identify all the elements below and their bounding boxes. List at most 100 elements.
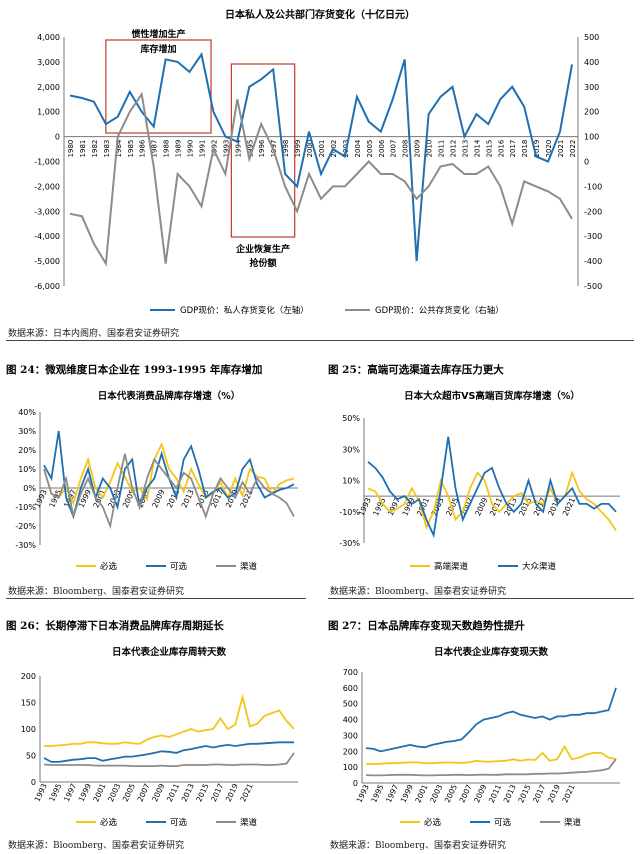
x-tick-label: 2016: [497, 139, 505, 157]
series-line-2: [43, 741, 294, 763]
x-tick-label: 2003: [428, 783, 444, 804]
source-note-3: 数据来源：Bloomberg、国泰君安证券研究: [330, 587, 507, 597]
x-tick-label: 1993: [355, 783, 371, 804]
y-tick-left: -1,000: [34, 158, 60, 167]
x-tick-label: 2019: [224, 782, 240, 803]
x-tick-label: 1995: [246, 140, 254, 158]
legend-label: 大众渠道: [522, 561, 557, 572]
x-tick-label: 2018: [521, 140, 529, 158]
series-line-2: [69, 91, 573, 267]
y-tick-label: 100: [21, 725, 36, 734]
y-tick-label: 700: [343, 668, 358, 677]
x-tick-label: 1994: [234, 139, 242, 157]
x-tick-label: 2011: [438, 140, 446, 158]
legend-label: 必选: [424, 817, 442, 828]
x-tick-label: 2003: [106, 782, 122, 803]
x-tick-label: 2017: [209, 782, 225, 803]
x-tick-label: 1997: [62, 488, 78, 509]
x-tick-label: 1999: [400, 496, 416, 517]
x-tick-label: 1999: [294, 140, 302, 158]
series-line-1: [69, 51, 573, 262]
y-tick-right: 500: [584, 33, 599, 42]
y-tick-label: 150: [21, 699, 36, 708]
y-tick-left: -5,000: [34, 257, 60, 266]
y-tick-label: 600: [343, 684, 358, 693]
x-tick-label: 1999: [77, 488, 93, 509]
x-tick-label: 2005: [121, 488, 137, 509]
x-tick-label: 1999: [77, 782, 93, 803]
x-tick-label: 2005: [366, 140, 374, 158]
x-tick-label: 2021: [238, 782, 254, 803]
x-tick-label: 2003: [106, 488, 122, 509]
x-tick-label: 2015: [516, 783, 532, 804]
y-tick-label: 30%: [18, 427, 36, 436]
x-tick-label: 2021: [238, 488, 254, 509]
divider: [6, 598, 306, 599]
x-tick-label: 2013: [461, 140, 469, 158]
y-tick-right: 300: [584, 83, 599, 92]
x-tick-label: 2007: [136, 782, 152, 803]
y-tick-label: 50: [26, 752, 36, 761]
x-tick-label: 1986: [139, 139, 147, 157]
annotation-label: 企业恢复生产: [235, 243, 290, 255]
x-tick-label: 2009: [472, 783, 488, 804]
y-tick-label: 20%: [18, 446, 36, 455]
x-tick-label: 1993: [33, 782, 49, 803]
chart-title: 日本代表企业库存变现天数: [434, 646, 549, 658]
y-tick-label: 0: [353, 779, 358, 788]
y-tick-right: 100: [584, 133, 599, 142]
x-tick-label: 2017: [209, 488, 225, 509]
x-tick-label: 2005: [121, 782, 137, 803]
x-tick-label: 1992: [210, 140, 218, 158]
x-tick-label: 2003: [430, 496, 446, 517]
x-tick-label: 2012: [449, 140, 457, 158]
x-tick-label: 2011: [165, 488, 181, 509]
x-tick-label: 2000: [306, 140, 314, 158]
x-tick-label: 2021: [561, 496, 577, 517]
figure-24-caption: 图 24：微观维度日本企业在 1993-1995 年库存增加: [6, 364, 263, 376]
x-tick-label: 2001: [91, 488, 107, 509]
x-tick-label: 1993: [33, 488, 49, 509]
x-tick-label: 2011: [488, 496, 504, 517]
x-tick-label: 2019: [224, 488, 240, 509]
series-line-3: [43, 752, 295, 767]
x-tick-label: 2019: [546, 496, 562, 517]
y-tick-left: -4,000: [34, 232, 60, 241]
x-tick-label: 1998: [282, 140, 290, 158]
source-note-5: 数据来源：Bloomberg、国泰君安证券研究: [330, 841, 507, 851]
x-tick-label: 1997: [384, 783, 400, 804]
y-tick-right: -100: [584, 182, 602, 191]
x-tick-label: 1995: [47, 782, 63, 803]
y-tick-right: -500: [584, 282, 602, 291]
series-line-3: [43, 453, 295, 530]
y-tick-label: 40%: [18, 408, 36, 417]
legend-label: 可选: [170, 561, 188, 572]
x-tick-label: 2001: [91, 782, 107, 803]
y-tick-label: 0%: [23, 484, 36, 493]
x-tick-label: 2013: [502, 783, 518, 804]
x-tick-label: 2021: [557, 140, 565, 158]
y-tick-right: -300: [584, 232, 602, 241]
x-tick-label: 2001: [413, 783, 429, 804]
legend-label: 渠道: [240, 561, 258, 572]
x-tick-label: 2002: [330, 140, 338, 158]
source-note-1: 数据来源：日本内阁府、国泰君安证券研究: [8, 329, 180, 339]
y-tick-label: 200: [21, 672, 36, 681]
series-line-2: [365, 687, 617, 753]
y-tick-right: 0: [584, 158, 589, 167]
y-tick-right: 400: [584, 58, 599, 67]
x-tick-label: 2011: [487, 783, 503, 804]
series-line-2: [43, 430, 295, 520]
x-tick-label: 2021: [560, 783, 576, 804]
x-tick-label: 2013: [180, 782, 196, 803]
figure-25-caption: 图 25：高端可选渠道去库存压力更大: [328, 364, 504, 376]
x-tick-label: 1995: [369, 783, 385, 804]
x-tick-label: 2010: [426, 140, 434, 158]
y-tick-left: 2,000: [37, 83, 60, 92]
legend-label: 必选: [100, 817, 118, 828]
y-tick-label: 400: [343, 716, 358, 725]
y-tick-label: 100: [343, 763, 358, 772]
chart-title: 日本代表消费品牌库存增速（%）: [98, 390, 241, 402]
x-tick-label: 1997: [62, 782, 78, 803]
x-tick-label: 2007: [459, 496, 475, 517]
